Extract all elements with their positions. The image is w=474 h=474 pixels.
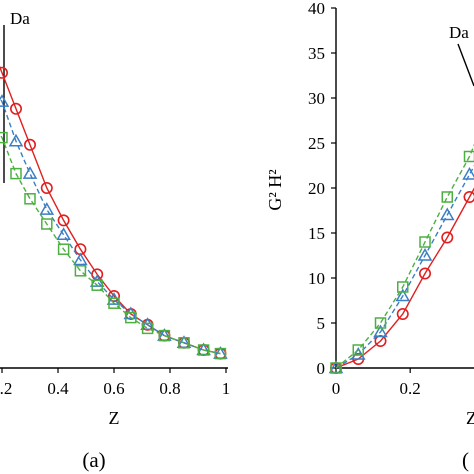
panel-a-series-square-point [57,243,70,255]
panel-a-series-circle-point [108,289,121,302]
panel-a-series-circle-line [0,65,221,355]
panel-a-series-circle-point [23,138,36,151]
panel-a-series-triangle-point [73,252,88,266]
panel-a-x-tick-label: 1 [222,379,231,398]
panel-a-annotation: Da [10,9,30,28]
panel-a-x-tick-label: .2 [0,379,12,398]
panel-b-da-leader [457,43,474,87]
panel-b-y-tick-label: 35 [308,44,325,63]
panel-b-series-triangle-point [417,247,433,261]
panel-b-series-circle-point [419,267,432,280]
panel-a-series-triangle-line [0,97,221,355]
panel-a-series-square-point [214,347,227,360]
panel-b-y-tick-label: 25 [308,134,325,153]
panel-a-series-square-point [24,193,36,205]
panel-a-x-tick-label: 0.4 [47,379,69,398]
panel-a-series-triangle-point [39,202,55,215]
panel-b-y-axis-title: G² H² [265,169,285,210]
panel-b-series-circle-point [396,307,409,320]
panel-a-x-tick-label: 0.8 [159,379,180,398]
panel-b-annotation: Da [449,23,469,42]
panel-b-y-tick-label: 10 [308,269,325,288]
panel-b-series-circle-point [463,191,474,203]
panel-b-series-square-point [374,317,387,329]
panel-b-series-square-point [463,150,474,163]
panel-a-x-axis-title: Z [109,408,120,428]
panel-a-series-square-point [108,297,120,309]
panel-b-series-square-line [335,143,474,369]
panel-a-series-circle-point [10,102,22,115]
panel-a-series-triangle-point [8,133,24,147]
panel-b-series-group [328,143,474,374]
panel-a-series-square-point [91,279,103,291]
panel-b-series-square-point [419,236,431,248]
panel-b-x-tick-label: 0.2 [400,379,421,398]
panel-b-y-tick-label: 20 [308,179,325,198]
panel-a-series-triangle-point [0,94,10,107]
panel-b-series-triangle-point [373,324,388,338]
panel-b-y-tick-label: 5 [317,314,326,333]
panel-b-x-tick-label: 0 [332,379,341,398]
panel-b-y-tick-label: 30 [308,89,325,108]
panel-b-series-square-point [397,281,409,293]
panel-a-series-circle-point [57,214,70,227]
panel-a-series-square-point [41,218,53,230]
panel-a-series-square-point [74,265,87,277]
panel-a-series-circle-point [0,66,8,79]
panel-b-label-fragment: ( [462,448,469,472]
panel-a-label: (a) [82,448,105,472]
panel-a-x-tick-label: 0.6 [103,379,124,398]
panel-b-y-tick-label: 15 [308,224,325,243]
panel-b-series-square-point [441,191,454,203]
panel-a-plot: Da .2 0.4 0.6 0.8 1 Z (a) [0,9,230,472]
panel-b-series-circle-point [441,231,454,244]
panel-b-series-triangle-point [439,207,455,221]
panel-a-series-triangle-point [22,166,38,179]
panel-a-series-square-point [141,322,154,335]
panel-a-x-ticks: .2 0.4 0.6 0.8 1 [0,368,230,398]
panel-a-series-square-point [0,131,8,144]
panel-a-series-square-point [197,344,210,356]
panel-a-series-square-point [158,329,171,342]
panel-a-series-square-point [125,311,137,324]
panel-a-series-circle-point [40,182,53,195]
panel-b-series-triangle-point [462,166,474,180]
panel-a-series-triangle-point [56,227,71,241]
panel-b-series-circle-line [335,187,474,369]
panel-a-series-square-line [0,133,221,355]
panel-a-series-group [0,65,228,360]
panel-b-series-square-point [330,362,342,374]
panel-b-series-triangle-line [335,164,474,369]
panel-b-y-tick-label: 40 [308,0,325,18]
panel-a-series-square-point [178,337,190,349]
panel-b-x-axis-title-fragment: Z [466,408,474,428]
panel-b-series-square-point [352,344,365,356]
panel-a-series-square-point [10,167,22,180]
panel-b-series-triangle-point [350,346,366,360]
panel-b-y-tick-label: 0 [317,359,326,378]
panel-b-series-triangle-point [395,288,411,302]
